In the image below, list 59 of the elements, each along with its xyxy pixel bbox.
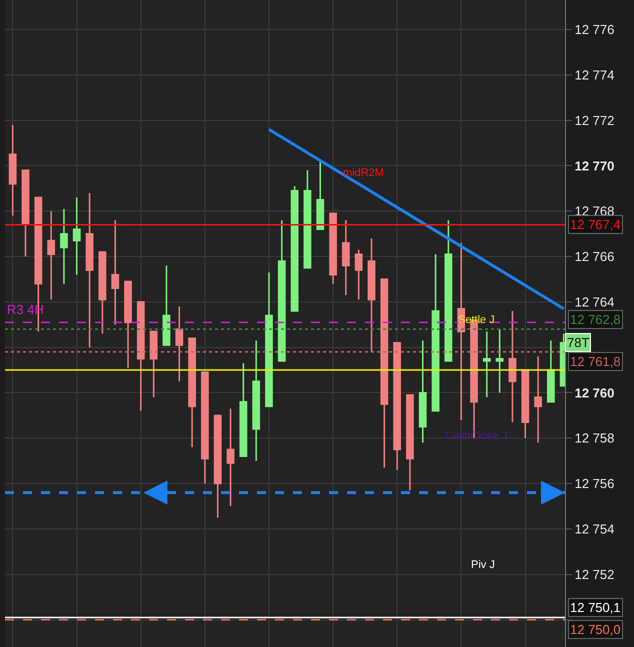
candlestick — [482, 330, 491, 398]
y-tick-label: 12 776 — [574, 22, 614, 38]
y-tick-label: 12 752 — [574, 566, 614, 582]
candlestick — [278, 219, 286, 362]
candlestick — [368, 238, 376, 353]
y-tick-label: 12 772 — [574, 112, 614, 128]
candlestick — [188, 338, 196, 448]
candlestick — [432, 254, 440, 412]
candlestick — [60, 208, 68, 285]
candlestick — [265, 272, 273, 408]
ref-line-label: 12 761,8 — [570, 354, 621, 369]
candlestick — [547, 340, 555, 403]
candlestick — [47, 210, 56, 300]
candlestick — [342, 219, 350, 296]
candlestick — [201, 372, 209, 484]
annotation: midR2M — [343, 167, 384, 179]
candlestick — [124, 280, 132, 369]
y-tick-label: 12 764 — [574, 294, 614, 310]
candlestick — [111, 219, 120, 326]
candlestick — [252, 340, 260, 462]
candlestick — [290, 185, 298, 312]
annotation: Piv J — [471, 559, 495, 571]
candlestick — [150, 330, 158, 398]
y-tick-label: 12 774 — [574, 67, 614, 82]
ref-line-label: 12 767,4 — [570, 217, 621, 232]
candlestick — [162, 264, 170, 346]
candlestick — [496, 328, 504, 394]
candlestick — [418, 340, 427, 444]
y-tick-label: 12 758 — [574, 430, 614, 446]
candlestick — [534, 356, 542, 444]
candlestick — [226, 408, 234, 507]
candlestick — [354, 248, 363, 300]
candlestick — [444, 219, 452, 362]
candlestick — [72, 196, 81, 276]
candlestick — [214, 414, 222, 518]
text: 78T — [567, 335, 590, 350]
y-tick-label: 12 770 — [574, 158, 614, 174]
ref-line-label: 12 750,0 — [570, 622, 621, 637]
candlestick — [239, 362, 248, 458]
candlestick — [98, 251, 106, 334]
ref-line-label: 12 750,1 — [570, 600, 621, 615]
candlestick — [316, 160, 324, 230]
y-tick-label: 12 766 — [574, 249, 614, 264]
candlestick — [508, 310, 516, 423]
y-tick-label: 12 754 — [574, 522, 614, 536]
candlestick — [521, 369, 530, 439]
candlestick — [406, 394, 414, 492]
candlestick — [8, 124, 17, 216]
candlestick — [380, 278, 388, 468]
candlestick — [329, 212, 337, 285]
candlestick — [86, 192, 94, 348]
y-tick-label: 12 760 — [574, 385, 614, 400]
candlestick — [22, 170, 30, 258]
ref-line-label: 12 762,8 — [570, 312, 621, 327]
candlestick — [136, 301, 145, 412]
y-tick-label: 12 756 — [574, 476, 614, 492]
candlestick — [393, 342, 402, 471]
candlestick — [304, 170, 312, 269]
candlestick — [175, 306, 184, 382]
